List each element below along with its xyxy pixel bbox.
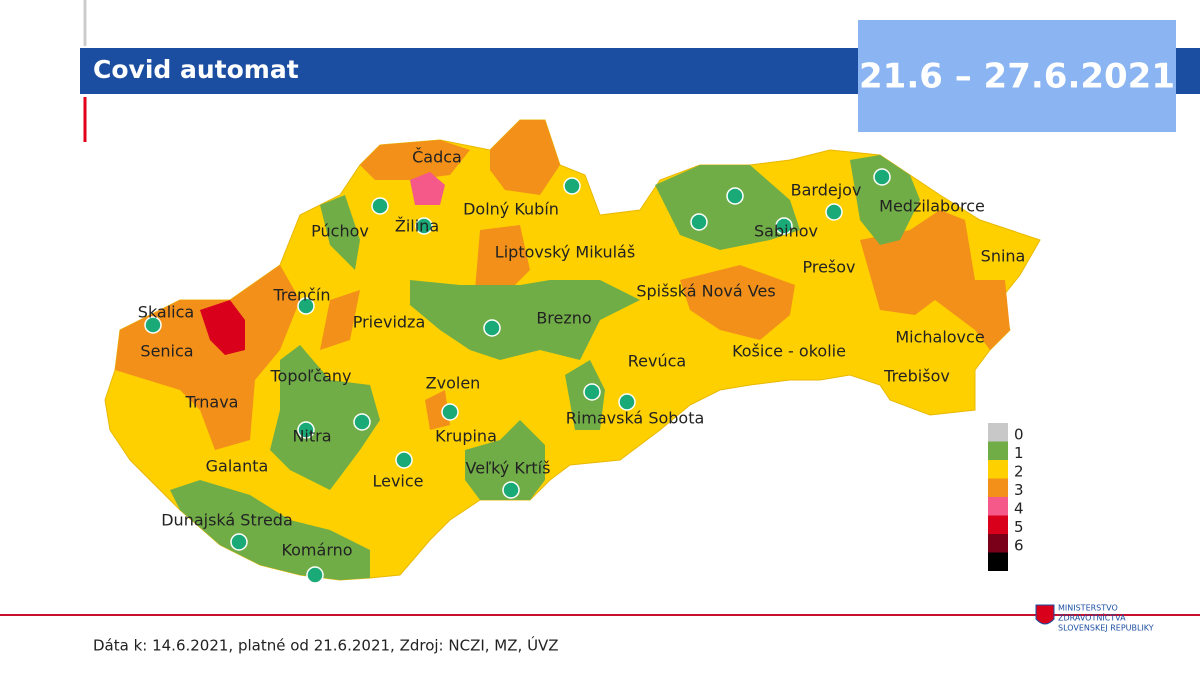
title: Covid automat: [93, 55, 299, 84]
logo: MINISTERSTVO ZDRAVOTNÍCTVA SLOVENSKEJ RE…: [1035, 604, 1154, 633]
place-label: Košice - okolie: [732, 342, 846, 361]
logo-text: SLOVENSKEJ REPUBLIKY: [1058, 624, 1154, 633]
place-label: Bardejov: [791, 181, 862, 200]
place-label: Liptovský Mikuláš: [495, 243, 635, 262]
legend-label: 6: [1014, 537, 1024, 555]
map: Čadca Dolný Kubín Púchov Žilina Liptovský Mi…: [104, 119, 1041, 584]
place-label: Žilina: [395, 217, 439, 236]
marker: [371, 197, 389, 215]
marker: [297, 421, 315, 439]
marker: [395, 451, 413, 469]
legend-swatch: [988, 460, 1008, 479]
region-orange: [115, 120, 1010, 450]
legend-label: 0: [1014, 426, 1024, 444]
logo-text: MINISTERSTVO: [1058, 604, 1118, 613]
legend-swatch: [988, 515, 1008, 534]
legend-label: 1: [1014, 444, 1024, 462]
place-label: Dolný Kubín: [463, 200, 559, 219]
marker: [618, 393, 636, 411]
legend-swatch: [988, 478, 1008, 497]
legend-label: 2: [1014, 463, 1024, 481]
legend-swatch: [988, 441, 1008, 460]
place-label: Prešov: [802, 258, 855, 277]
place-label: Trenčín: [272, 286, 330, 305]
marker: [563, 177, 581, 195]
marker: [297, 297, 315, 315]
place-label: Prievidza: [353, 313, 426, 332]
marker: [230, 533, 248, 551]
place-label: Michalovce: [895, 328, 984, 347]
date-range: 21.6 – 27.6.2021: [859, 57, 1175, 97]
legend-swatch: [988, 423, 1008, 442]
date-box: [858, 20, 1176, 132]
place-label: Nitra: [292, 427, 331, 446]
legend-label: 4: [1014, 500, 1024, 518]
marker: [306, 566, 324, 584]
place-label: Trebišov: [883, 367, 950, 386]
marker: [441, 403, 459, 421]
place-label: Púchov: [311, 222, 369, 241]
place-label: Revúca: [628, 352, 686, 371]
place-label: Zvolen: [426, 374, 481, 393]
footer-source: Dáta k: 14.6.2021, platné od 21.6.2021, …: [93, 636, 559, 655]
place-label: Komárno: [281, 541, 352, 560]
marker: [483, 319, 501, 337]
legend-swatch: [988, 534, 1008, 553]
legend-label: 3: [1014, 481, 1024, 499]
place-label: Veľký Krtíš: [466, 459, 551, 478]
region-green: [170, 155, 920, 580]
marker: [690, 213, 708, 231]
place-label: Spišská Nová Ves: [636, 282, 775, 301]
legend-swatch: [988, 497, 1008, 516]
marker: [415, 217, 433, 235]
place-label: Dunajská Streda: [161, 511, 293, 530]
logo-crest: [1035, 604, 1055, 625]
place-label: Brezno: [536, 309, 591, 328]
place-label: Trnava: [185, 393, 239, 412]
marker: [144, 316, 162, 334]
place-label: Čadca: [412, 148, 462, 167]
place-label: Sabinov: [754, 222, 818, 241]
marker: [502, 481, 520, 499]
marker: [775, 217, 793, 235]
logo-text: ZDRAVOTNÍCTVA: [1058, 612, 1126, 623]
place-label: Levice: [372, 472, 423, 491]
place-label: Senica: [140, 342, 193, 361]
marker: [825, 203, 843, 221]
place-label: Galanta: [206, 457, 269, 476]
legend-swatch: [988, 552, 1008, 571]
place-label: Snina: [981, 247, 1026, 266]
place-label: Krupina: [435, 427, 497, 446]
legend-label: 5: [1014, 518, 1024, 536]
place-label: Topoľčany: [270, 367, 352, 386]
place-label: Medzilaborce: [879, 197, 985, 216]
marker: [353, 413, 371, 431]
region-pink: [410, 172, 445, 205]
marker: [726, 187, 744, 205]
marker: [873, 168, 891, 186]
place-label: Rimavská Sobota: [566, 409, 705, 428]
place-label: Skalica: [138, 303, 194, 322]
marker: [583, 383, 601, 401]
region-red: [200, 300, 245, 355]
